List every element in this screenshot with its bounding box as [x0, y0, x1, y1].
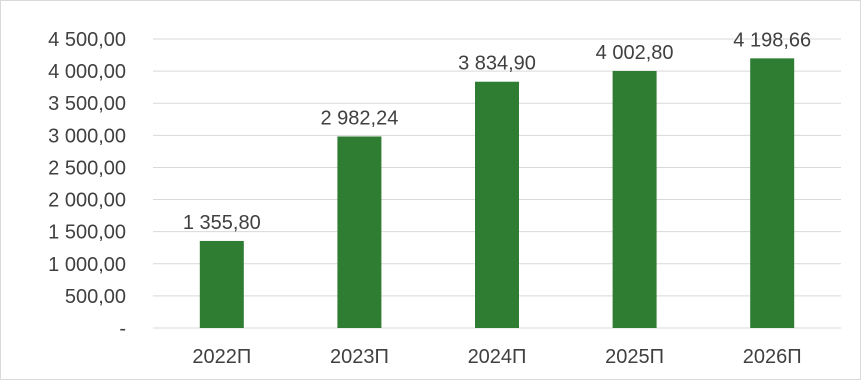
data-label: 2 982,24	[320, 107, 398, 129]
data-label: 4 002,80	[596, 42, 674, 64]
y-tick-label: -	[119, 318, 126, 340]
y-tick-label: 3 000,00	[48, 125, 126, 147]
y-tick-label: 4 000,00	[48, 61, 126, 83]
x-tick-label: 2025П	[605, 346, 664, 368]
x-tick-label: 2024П	[468, 346, 527, 368]
y-tick-label: 3 500,00	[48, 93, 126, 115]
y-tick-label: 1 000,00	[48, 254, 126, 276]
y-tick-label: 1 500,00	[48, 222, 126, 244]
x-axis-ticks: 2022П 2023П 2024П 2025П 2026П	[192, 346, 801, 368]
bar	[750, 58, 795, 329]
y-tick-label: 500,00	[65, 286, 126, 308]
bar	[199, 240, 244, 328]
y-tick-label: 2 500,00	[48, 157, 126, 179]
data-label: 4 198,66	[733, 29, 811, 51]
y-tick-label: 4 500,00	[48, 29, 126, 51]
data-label: 3 834,90	[458, 53, 536, 75]
x-tick-label: 2022П	[192, 346, 251, 368]
data-label: 1 355,80	[183, 212, 261, 234]
bar	[475, 81, 519, 328]
x-tick-label: 2026П	[743, 346, 802, 368]
bar	[337, 136, 382, 328]
data-labels: 1 355,80 2 982,24 3 834,90 4 002,80 4 198,66	[183, 29, 811, 234]
bars	[199, 58, 795, 329]
y-axis-ticks: - 500,00 1 000,00 1 500,00 2 000,00 2 500,00 3…	[48, 29, 126, 340]
y-tick-label: 2 000,00	[48, 190, 126, 212]
x-tick-label: 2023П	[330, 346, 389, 368]
bar	[612, 70, 657, 329]
